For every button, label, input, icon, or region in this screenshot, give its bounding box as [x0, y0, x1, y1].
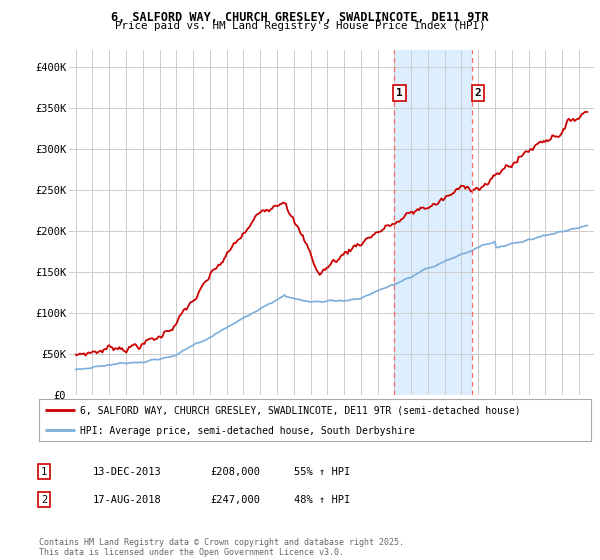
- Text: 17-AUG-2018: 17-AUG-2018: [93, 494, 162, 505]
- Text: Contains HM Land Registry data © Crown copyright and database right 2025.
This d: Contains HM Land Registry data © Crown c…: [39, 538, 404, 557]
- Text: £247,000: £247,000: [210, 494, 260, 505]
- Text: Price paid vs. HM Land Registry's House Price Index (HPI): Price paid vs. HM Land Registry's House …: [115, 21, 485, 31]
- Text: 1: 1: [41, 466, 47, 477]
- Text: 2: 2: [475, 88, 481, 98]
- Text: 48% ↑ HPI: 48% ↑ HPI: [294, 494, 350, 505]
- Text: 6, SALFORD WAY, CHURCH GRESLEY, SWADLINCOTE, DE11 9TR: 6, SALFORD WAY, CHURCH GRESLEY, SWADLINC…: [111, 11, 489, 24]
- Text: 6, SALFORD WAY, CHURCH GRESLEY, SWADLINCOTE, DE11 9TR (semi-detached house): 6, SALFORD WAY, CHURCH GRESLEY, SWADLINC…: [80, 405, 521, 416]
- Text: £208,000: £208,000: [210, 466, 260, 477]
- Text: HPI: Average price, semi-detached house, South Derbyshire: HPI: Average price, semi-detached house,…: [80, 426, 415, 436]
- Text: 1: 1: [396, 88, 403, 98]
- Text: 2: 2: [41, 494, 47, 505]
- Text: 13-DEC-2013: 13-DEC-2013: [93, 466, 162, 477]
- Text: 55% ↑ HPI: 55% ↑ HPI: [294, 466, 350, 477]
- Bar: [394, 50, 472, 395]
